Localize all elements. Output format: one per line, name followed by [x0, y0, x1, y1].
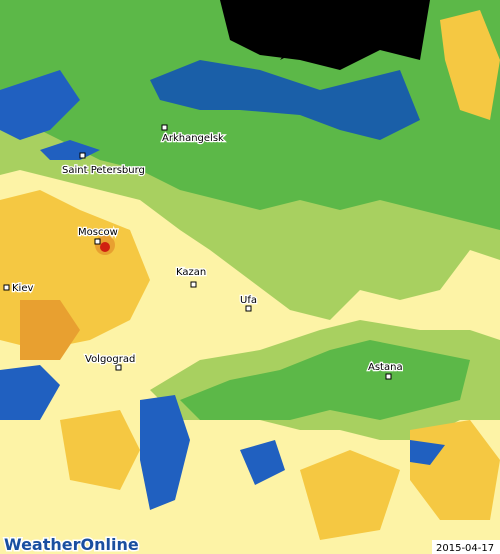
- zone-hot: [20, 300, 80, 360]
- city-label: Arkhangelsk: [162, 133, 224, 144]
- island: [280, 0, 330, 60]
- zone-very-hot: [100, 242, 110, 252]
- zone-green: [180, 340, 470, 420]
- logo: WeatherOnline: [4, 535, 139, 554]
- sea-cold: [150, 60, 420, 140]
- city-marker: [190, 281, 197, 288]
- city-label: Moscow: [78, 227, 118, 238]
- zone-warm: [300, 450, 400, 540]
- lake-balkhash: [410, 440, 445, 465]
- city-marker: [161, 124, 168, 131]
- zone-warm: [440, 10, 500, 120]
- city-marker: [385, 373, 392, 380]
- date-box: [432, 540, 500, 554]
- date: 2015-04-17: [436, 543, 494, 554]
- city-marker: [115, 364, 122, 371]
- caspian-sea: [140, 395, 190, 510]
- city-label: Ufa: [240, 295, 257, 306]
- zone-warm: [60, 410, 140, 490]
- city-label: Astana: [368, 362, 403, 373]
- baltic-sea: [0, 70, 80, 140]
- city-marker: [245, 305, 252, 312]
- city-marker: [94, 238, 101, 245]
- sea: [220, 0, 430, 70]
- zone-green: [0, 0, 500, 230]
- city-marker: [3, 284, 10, 291]
- aral-sea: [240, 440, 285, 485]
- city-label: Kiev: [12, 283, 33, 294]
- black-sea: [0, 365, 60, 420]
- city-label: Saint Petersburg: [62, 165, 145, 176]
- city-label: Kazan: [176, 267, 206, 278]
- city-marker: [79, 152, 86, 159]
- city-label: Volgograd: [85, 354, 135, 365]
